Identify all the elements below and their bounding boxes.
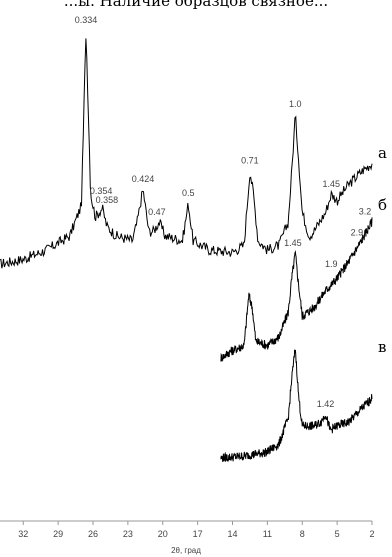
peak-label: 0.358 xyxy=(96,195,119,205)
peak-label: 0.5 xyxy=(182,188,195,198)
peak-label: 0.47 xyxy=(148,207,166,217)
x-tick-label: 32 xyxy=(18,529,28,539)
peak-label: 3.2 xyxy=(359,207,372,217)
curve-letters-group: а б в xyxy=(378,144,387,356)
peak-label: 0.424 xyxy=(132,174,155,184)
x-tick-label: 8 xyxy=(300,529,305,539)
peak-label: 1.9 xyxy=(325,259,338,269)
peak-label: 1.45 xyxy=(284,238,302,248)
peak-label: 2.9 xyxy=(351,228,364,238)
series-line-1 xyxy=(0,38,373,269)
curve-letter-2: б xyxy=(378,196,387,214)
x-tick-label: 5 xyxy=(335,529,340,539)
curve-letter-3: в xyxy=(378,338,386,356)
series-line-2 xyxy=(220,217,373,362)
x-axis-label: 2θ, град xyxy=(171,546,201,555)
peak-label: 0.334 xyxy=(75,15,98,25)
peak-label: 1.42 xyxy=(317,399,335,409)
peak-label: 1.0 xyxy=(289,99,302,109)
x-tick-label: 2 xyxy=(369,529,374,539)
curves-group xyxy=(0,38,373,463)
x-tick-label: 26 xyxy=(88,529,98,539)
x-axis: 32 29 26 23 20 17 14 11 8 5 2 2θ, град xyxy=(0,520,375,555)
x-tick-label: 29 xyxy=(53,529,63,539)
series-line-3 xyxy=(220,349,373,463)
x-tick-label: 17 xyxy=(193,529,203,539)
x-tick-label: 20 xyxy=(158,529,168,539)
x-tick-label: 23 xyxy=(123,529,133,539)
peak-label: 1.45 xyxy=(323,179,341,189)
curve-letter-1: а xyxy=(378,144,387,162)
peak-label: 0.71 xyxy=(241,155,259,165)
peak-label: 0.354 xyxy=(90,186,113,196)
page-header-text: ...ы. Наличие образцов связное... xyxy=(63,0,329,10)
x-tick-label: 11 xyxy=(263,529,272,539)
x-tick-label: 14 xyxy=(227,529,237,539)
